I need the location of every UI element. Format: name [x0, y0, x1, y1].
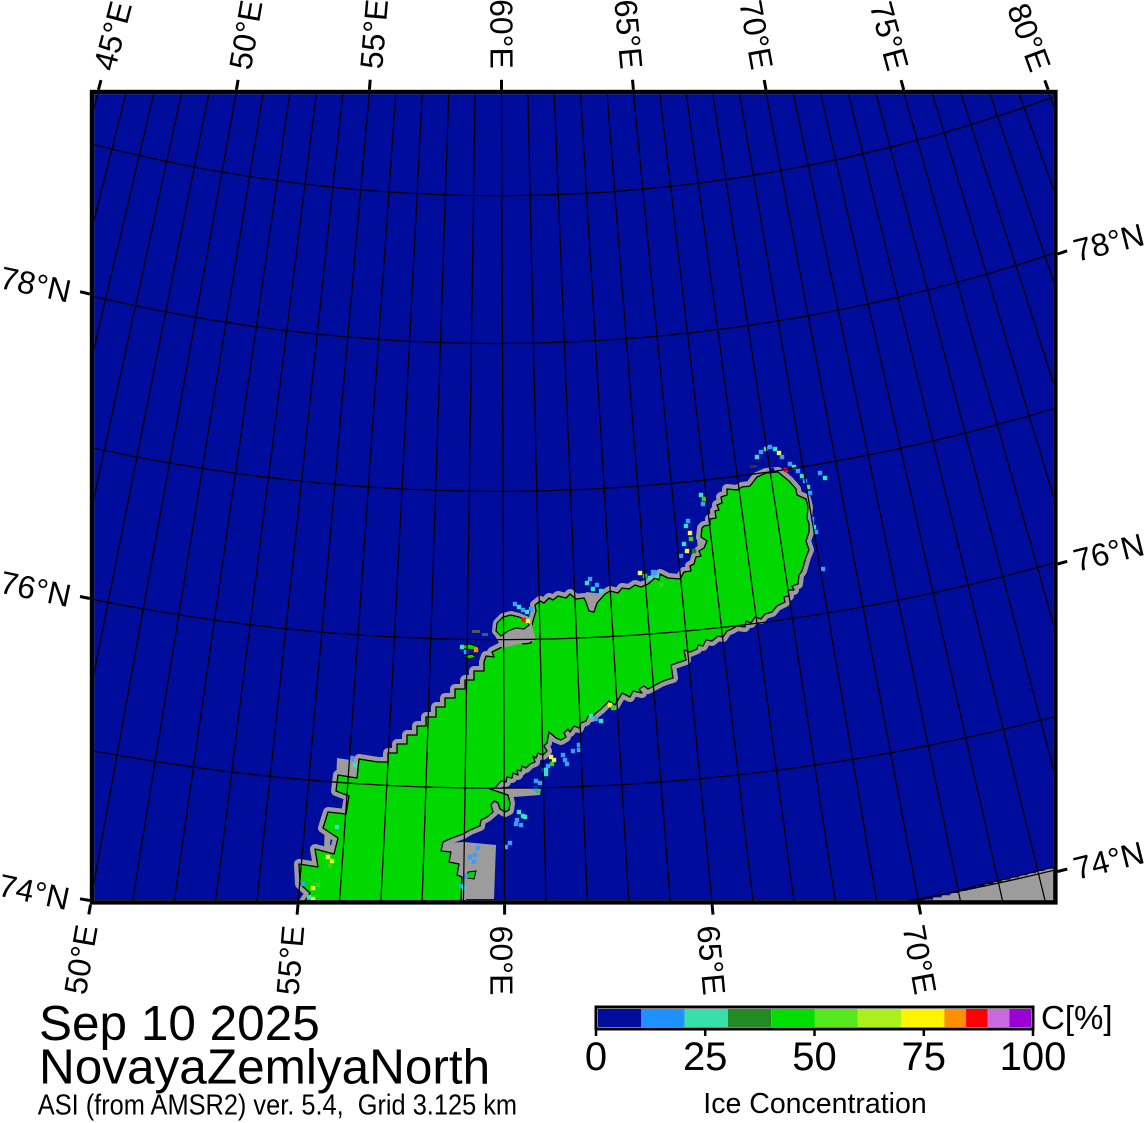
svg-text:75: 75: [902, 1035, 947, 1079]
svg-text:65°E: 65°E: [607, 0, 649, 71]
svg-text:60°E: 60°E: [483, 0, 519, 69]
svg-text:Ice Concentration: Ice Concentration: [703, 1088, 926, 1120]
svg-text:60°E: 60°E: [483, 926, 519, 996]
svg-text:C[%]: C[%]: [1041, 999, 1113, 1036]
svg-text:0: 0: [585, 1035, 607, 1079]
svg-text:ASI (from AMSR2) ver. 5.4, Gr: ASI (from AMSR2) ver. 5.4, Grid 3.125 km: [38, 1088, 517, 1121]
svg-text:55°E: 55°E: [353, 0, 395, 70]
svg-text:NovayaZemlyaNorth: NovayaZemlyaNorth: [39, 1040, 490, 1095]
svg-text:65°E: 65°E: [690, 924, 732, 997]
svg-text:Sep 10 2025: Sep 10 2025: [39, 996, 320, 1051]
svg-text:100: 100: [1000, 1035, 1067, 1079]
svg-text:50: 50: [792, 1035, 837, 1079]
svg-text:55°E: 55°E: [269, 924, 311, 997]
svg-text:25: 25: [683, 1035, 728, 1079]
